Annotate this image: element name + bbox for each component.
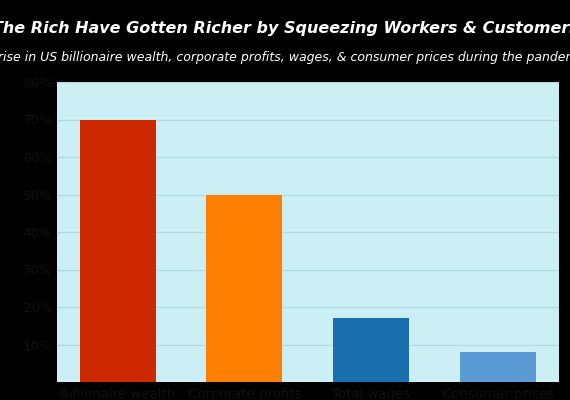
Text: The Rich Have Gotten Richer by Squeezing Workers & Customers: The Rich Have Gotten Richer by Squeezing… xyxy=(0,20,570,36)
Bar xyxy=(206,194,283,382)
Bar xyxy=(460,352,536,382)
Bar xyxy=(333,318,409,382)
Bar xyxy=(80,120,156,382)
Text: % rise in US billionaire wealth, corporate profits, wages, & consumer prices dur: % rise in US billionaire wealth, corpora… xyxy=(0,51,570,64)
